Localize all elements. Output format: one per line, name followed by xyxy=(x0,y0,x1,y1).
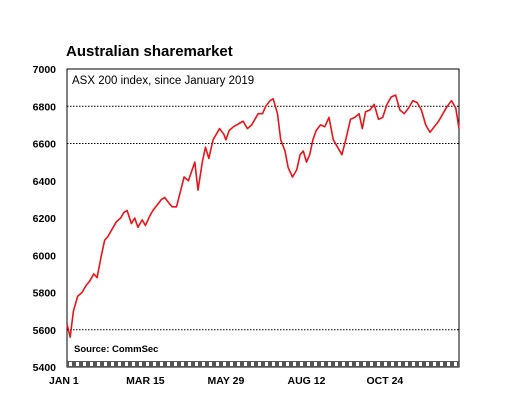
x-axis-hatch-mark xyxy=(167,362,170,366)
x-axis-hatch-mark xyxy=(447,362,450,366)
x-axis-hatch-mark xyxy=(314,362,317,366)
y-tick-label: 6400 xyxy=(33,176,57,188)
x-axis-hatch-mark xyxy=(69,362,72,366)
x-axis-hatch-mark xyxy=(377,362,380,366)
source-label: Source: CommSec xyxy=(74,344,158,355)
x-axis-hatch-mark xyxy=(90,362,93,366)
series-group xyxy=(66,94,460,338)
x-tick-label: MAY 29 xyxy=(208,375,245,387)
x-axis-hatch-mark xyxy=(97,362,100,366)
x-axis-ticks: JAN 1 MAR 15 MAY 29 AUG 12 OCT 24 xyxy=(49,375,403,387)
x-axis-hatch-mark xyxy=(300,362,303,366)
x-axis-hatch-mark xyxy=(118,362,121,366)
reference-lines xyxy=(67,105,459,331)
y-tick-label: 6800 xyxy=(33,101,57,113)
x-axis-hatch-mark xyxy=(174,362,177,366)
x-axis-hatch-mark xyxy=(146,362,149,366)
x-axis-hatch-mark xyxy=(440,362,443,366)
y-axis-ticks: 7000 6800 6600 6400 6200 6000 5800 5600 5400 xyxy=(33,64,57,374)
y-tick-label: 6000 xyxy=(33,250,57,262)
chart-title: Australian sharemarket xyxy=(66,43,233,60)
x-axis-hatch-marks xyxy=(69,362,457,366)
x-axis-hatch-band xyxy=(67,361,459,367)
chart-subtitle: ASX 200 index, since January 2019 xyxy=(72,75,254,87)
plot-frame xyxy=(66,68,460,368)
x-axis-hatch-mark xyxy=(454,362,457,366)
x-axis-hatch-mark xyxy=(335,362,338,366)
x-axis-hatch-mark xyxy=(83,362,86,366)
x-axis-hatch-mark xyxy=(405,362,408,366)
y-tick-label: 5400 xyxy=(33,362,57,374)
series-line xyxy=(66,94,460,338)
x-axis-hatch-mark xyxy=(111,362,114,366)
x-axis-hatch-mark xyxy=(272,362,275,366)
x-axis-hatch-mark xyxy=(286,362,289,366)
x-axis-hatch-mark xyxy=(265,362,268,366)
x-axis-hatch-mark xyxy=(160,362,163,366)
x-axis-hatch-mark xyxy=(279,362,282,366)
x-tick-label: MAR 15 xyxy=(126,375,165,387)
x-axis-hatch-mark xyxy=(153,362,156,366)
y-tick-label: 5600 xyxy=(33,325,57,337)
x-axis-hatch-mark xyxy=(433,362,436,366)
x-axis-hatch-mark xyxy=(426,362,429,366)
y-tick-label: 5800 xyxy=(33,288,57,300)
x-axis-hatch-mark xyxy=(202,362,205,366)
x-axis-hatch-mark xyxy=(363,362,366,366)
x-axis-hatch-mark xyxy=(223,362,226,366)
x-axis-hatch-mark xyxy=(104,362,107,366)
x-tick-label: AUG 12 xyxy=(288,375,326,387)
x-axis-hatch-mark xyxy=(237,362,240,366)
x-axis-hatch-mark xyxy=(230,362,233,366)
x-axis-hatch-mark xyxy=(307,362,310,366)
x-axis-hatch-mark xyxy=(132,362,135,366)
x-axis-hatch-mark xyxy=(181,362,184,366)
x-axis-hatch-mark xyxy=(209,362,212,366)
x-axis-hatch-mark xyxy=(76,362,79,366)
x-axis-hatch-mark xyxy=(293,362,296,366)
x-axis-hatch-mark xyxy=(349,362,352,366)
x-axis-hatch-mark xyxy=(342,362,345,366)
x-axis-hatch-mark xyxy=(384,362,387,366)
y-tick-label: 6200 xyxy=(33,213,57,225)
y-tick-label: 6600 xyxy=(33,139,57,151)
x-axis-hatch-mark xyxy=(125,362,128,366)
x-axis-hatch-mark xyxy=(370,362,373,366)
x-axis-hatch-mark xyxy=(139,362,142,366)
x-axis-hatch-mark xyxy=(419,362,422,366)
x-axis-hatch-mark xyxy=(321,362,324,366)
x-axis-hatch-mark xyxy=(328,362,331,366)
x-axis-hatch-mark xyxy=(398,362,401,366)
x-tick-label: JAN 1 xyxy=(49,375,79,387)
x-axis-hatch-mark xyxy=(195,362,198,366)
x-axis-hatch-mark xyxy=(244,362,247,366)
x-axis-hatch-mark xyxy=(251,362,254,366)
x-axis-hatch-mark xyxy=(258,362,261,366)
x-axis-hatch-mark xyxy=(188,362,191,366)
y-tick-label: 7000 xyxy=(33,64,57,76)
x-axis-hatch-mark xyxy=(391,362,394,366)
x-axis-hatch-mark xyxy=(412,362,415,366)
x-axis-hatch-mark xyxy=(216,362,219,366)
x-tick-label: OCT 24 xyxy=(367,375,404,387)
x-axis-hatch-mark xyxy=(356,362,359,366)
